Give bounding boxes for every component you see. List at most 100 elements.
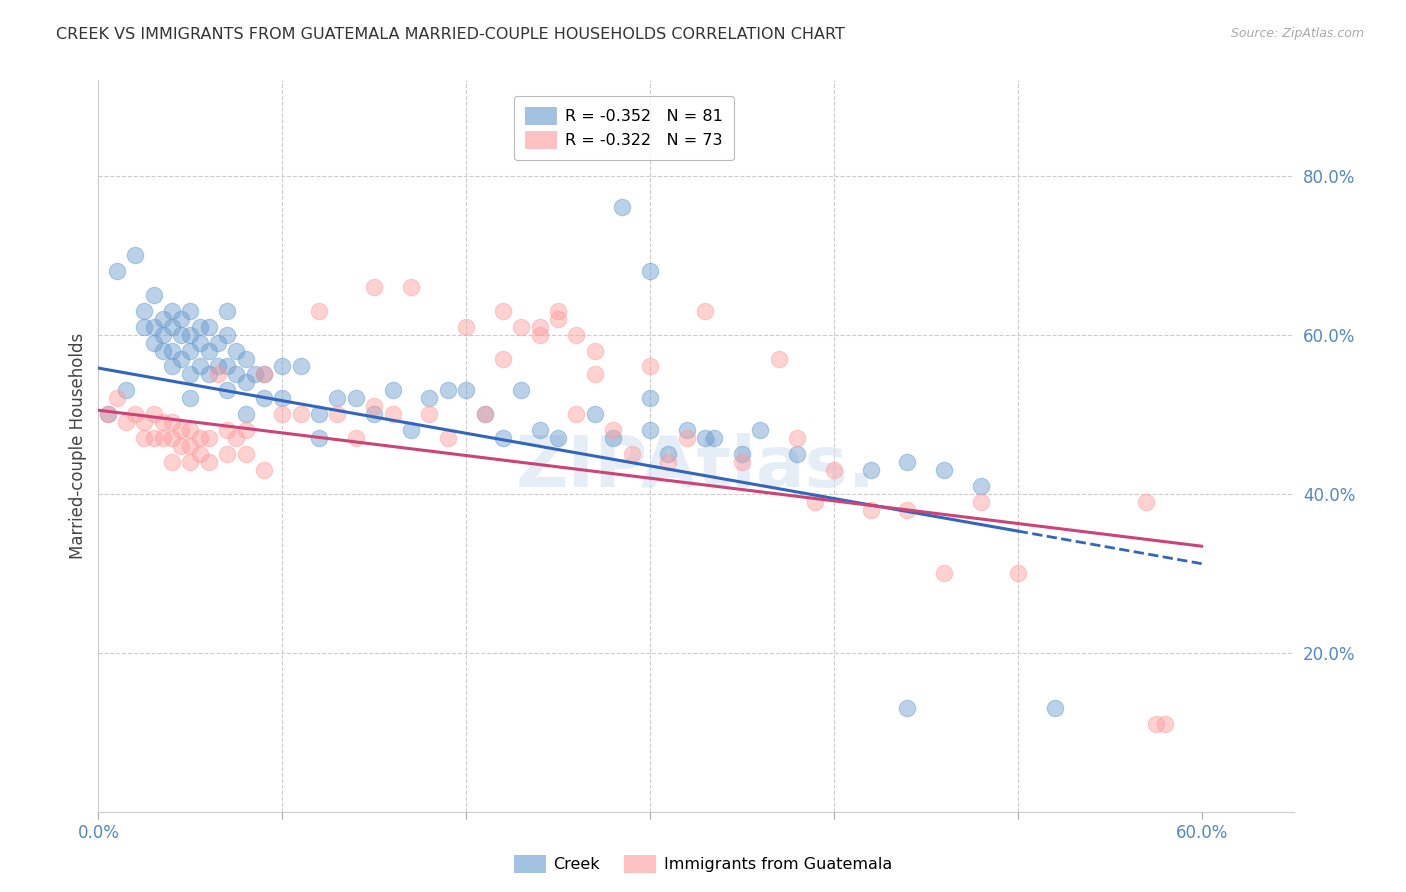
Point — [620, 447, 643, 461]
Point — [399, 423, 422, 437]
Point — [804, 494, 827, 508]
Point — [188, 319, 211, 334]
Point — [859, 502, 882, 516]
Point — [326, 392, 349, 406]
Point — [134, 431, 156, 445]
Point — [896, 701, 918, 715]
Y-axis label: Married-couple Households: Married-couple Households — [69, 333, 87, 559]
Point — [492, 303, 515, 318]
Point — [97, 407, 120, 421]
Point — [152, 343, 174, 358]
Point — [1135, 494, 1157, 508]
Point — [217, 303, 239, 318]
Point — [344, 392, 367, 406]
Point — [583, 407, 606, 421]
Point — [308, 303, 330, 318]
Point — [638, 423, 661, 437]
Point — [179, 368, 201, 382]
Point — [638, 359, 661, 374]
Point — [105, 392, 128, 406]
Point — [418, 407, 440, 421]
Point — [235, 376, 257, 390]
Point — [547, 311, 569, 326]
Point — [363, 399, 385, 413]
Point — [197, 368, 219, 382]
Point — [179, 327, 201, 342]
Point — [786, 431, 808, 445]
Point — [474, 407, 496, 421]
Point — [217, 359, 239, 374]
Point — [188, 447, 211, 461]
Point — [344, 431, 367, 445]
Point — [1043, 701, 1066, 715]
Point — [142, 407, 165, 421]
Legend: R = -0.352   N = 81, R = -0.322   N = 73: R = -0.352 N = 81, R = -0.322 N = 73 — [515, 95, 734, 161]
Point — [638, 392, 661, 406]
Point — [529, 327, 551, 342]
Legend: Creek, Immigrants from Guatemala: Creek, Immigrants from Guatemala — [508, 848, 898, 880]
Point — [179, 423, 201, 437]
Point — [768, 351, 790, 366]
Point — [565, 327, 588, 342]
Point — [271, 359, 294, 374]
Point — [510, 319, 533, 334]
Point — [134, 303, 156, 318]
Point — [152, 431, 174, 445]
Point — [695, 431, 717, 445]
Point — [152, 415, 174, 429]
Point — [326, 407, 349, 421]
Point — [731, 447, 754, 461]
Point — [381, 384, 404, 398]
Point — [675, 423, 697, 437]
Point — [134, 415, 156, 429]
Point — [97, 407, 120, 421]
Point — [142, 288, 165, 302]
Point — [170, 311, 193, 326]
Text: CREEK VS IMMIGRANTS FROM GUATEMALA MARRIED-COUPLE HOUSEHOLDS CORRELATION CHART: CREEK VS IMMIGRANTS FROM GUATEMALA MARRI… — [56, 27, 845, 42]
Point — [197, 431, 219, 445]
Point — [217, 384, 239, 398]
Point — [170, 351, 193, 366]
Point — [290, 407, 312, 421]
Point — [896, 455, 918, 469]
Point — [290, 359, 312, 374]
Point — [565, 407, 588, 421]
Point — [179, 343, 201, 358]
Point — [492, 431, 515, 445]
Point — [583, 343, 606, 358]
Point — [612, 201, 634, 215]
Point — [695, 303, 717, 318]
Point — [235, 351, 257, 366]
Point — [170, 423, 193, 437]
Point — [547, 431, 569, 445]
Point — [160, 431, 183, 445]
Point — [418, 392, 440, 406]
Point — [160, 415, 183, 429]
Point — [657, 455, 679, 469]
Point — [170, 327, 193, 342]
Point — [703, 431, 725, 445]
Text: Source: ZipAtlas.com: Source: ZipAtlas.com — [1230, 27, 1364, 40]
Point — [160, 455, 183, 469]
Point — [510, 384, 533, 398]
Point — [179, 455, 201, 469]
Point — [934, 463, 956, 477]
Point — [197, 343, 219, 358]
Point — [217, 423, 239, 437]
Point — [160, 359, 183, 374]
Point — [207, 335, 229, 350]
Point — [160, 319, 183, 334]
Point — [492, 351, 515, 366]
Point — [749, 423, 772, 437]
Point — [188, 431, 211, 445]
Point — [934, 566, 956, 581]
Point — [160, 303, 183, 318]
Point — [225, 343, 247, 358]
Point — [271, 407, 294, 421]
Point — [602, 431, 624, 445]
Point — [381, 407, 404, 421]
Point — [363, 280, 385, 294]
Point — [529, 423, 551, 437]
Point — [363, 407, 385, 421]
Point — [188, 359, 211, 374]
